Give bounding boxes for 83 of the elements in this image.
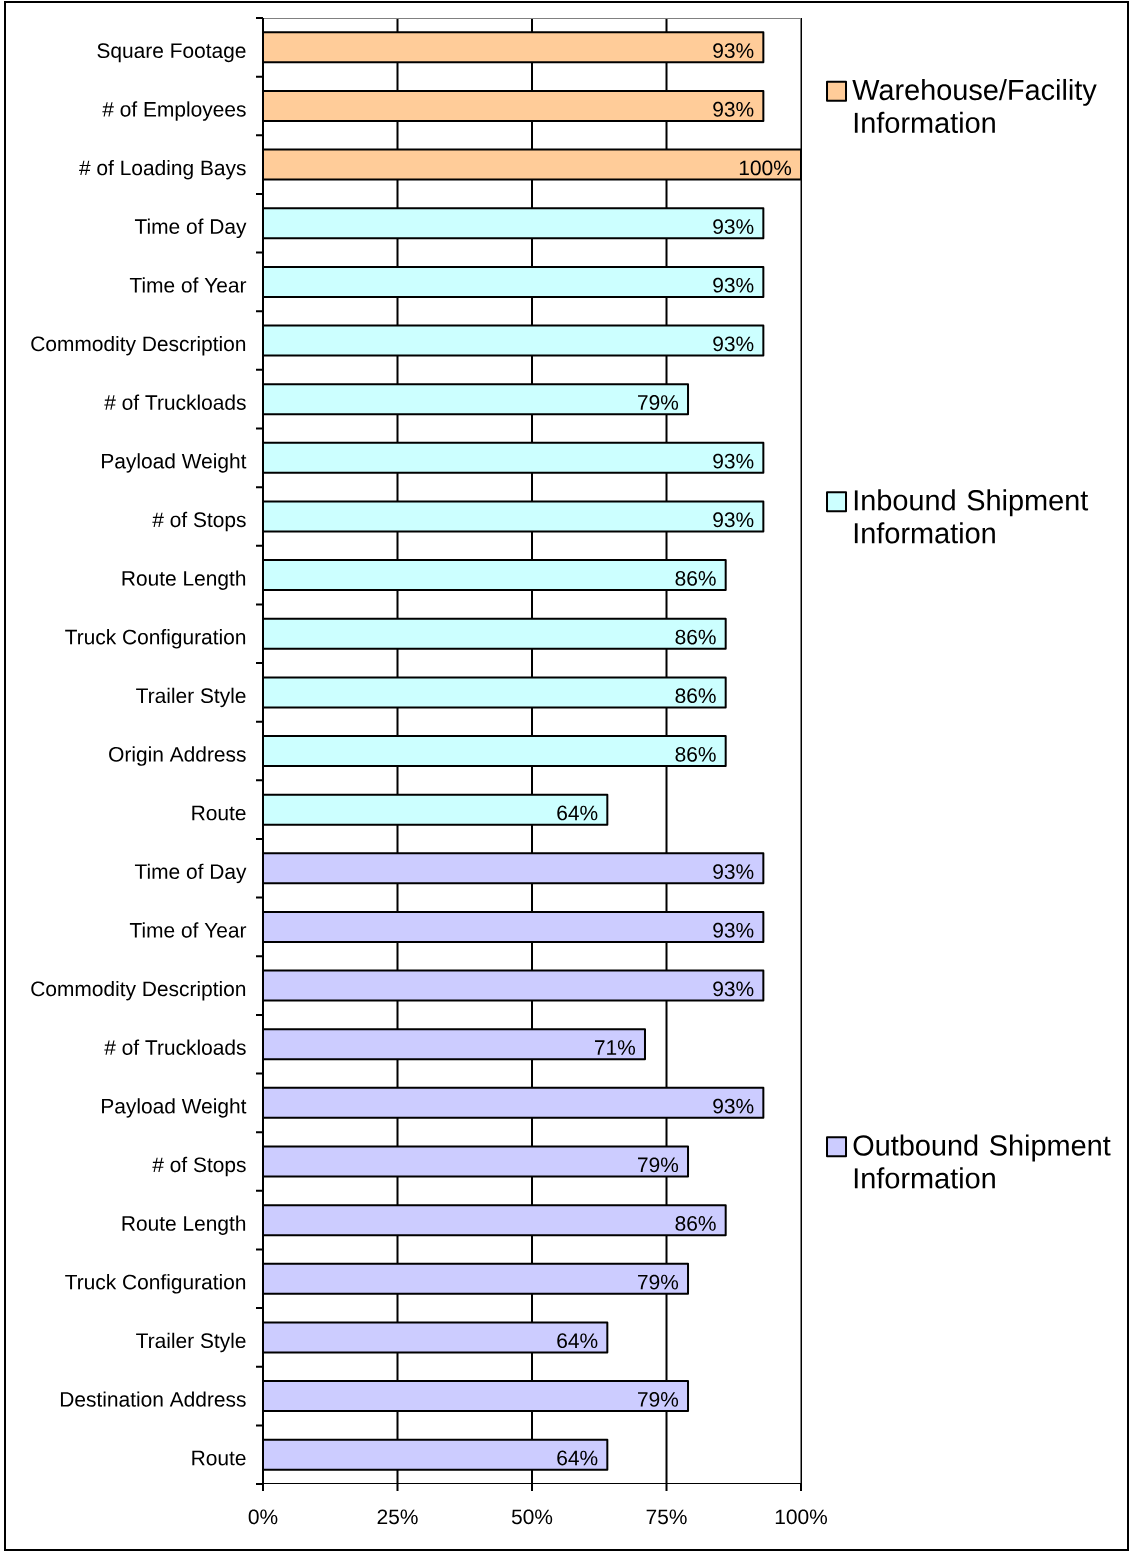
bar bbox=[263, 31, 765, 64]
bar bbox=[263, 1204, 727, 1237]
bar bbox=[263, 852, 765, 885]
y-tick-label: Route Length bbox=[122, 1215, 246, 1235]
data-label: 93% bbox=[713, 922, 754, 938]
bar bbox=[263, 617, 727, 650]
bar bbox=[263, 969, 765, 1002]
bar bbox=[263, 793, 609, 826]
legend-label: Warehouse/Facility Information bbox=[852, 78, 1097, 134]
y-tick-label: Time of Year bbox=[129, 277, 247, 293]
data-label: 86% bbox=[675, 629, 716, 645]
bar bbox=[263, 148, 802, 181]
data-label: 93% bbox=[713, 512, 754, 528]
data-label: 71% bbox=[594, 1040, 636, 1055]
bar bbox=[263, 559, 727, 592]
y-tick-label: Route Length bbox=[122, 570, 246, 590]
y-tick-label: Time of Year bbox=[129, 922, 247, 938]
y-tick-label: # of Stops bbox=[152, 511, 246, 532]
x-tick-label: 25% bbox=[377, 1509, 418, 1525]
data-label: 93% bbox=[713, 453, 754, 469]
y-tick-label: # of Truckloads bbox=[104, 394, 246, 410]
bar bbox=[263, 1086, 765, 1119]
bar bbox=[263, 324, 765, 357]
data-label: 93% bbox=[713, 43, 754, 59]
bar bbox=[263, 1380, 690, 1413]
data-label: 93% bbox=[713, 219, 754, 234]
data-label: 86% bbox=[675, 746, 716, 762]
y-tick-label: Truck Configuration bbox=[65, 1274, 246, 1294]
data-label: 93% bbox=[713, 277, 754, 293]
data-label: 79% bbox=[638, 1391, 679, 1407]
data-label: 86% bbox=[675, 688, 716, 704]
data-label: 86% bbox=[675, 570, 716, 586]
x-tick-label: 100% bbox=[775, 1509, 828, 1525]
y-tick-label: Route bbox=[192, 1450, 246, 1466]
data-label: 79% bbox=[638, 1157, 679, 1173]
y-tick-label: Trailer Style bbox=[136, 687, 246, 708]
legend-label: Outbound Shipment Information bbox=[853, 1134, 1111, 1189]
y-tick-label: Commodity Description bbox=[31, 335, 246, 356]
data-label: 93% bbox=[713, 1098, 754, 1114]
y-tick-label: # of Loading Bays bbox=[79, 159, 246, 180]
y-tick-label: Payload Weight bbox=[102, 453, 247, 473]
y-tick-label: Time of Day bbox=[134, 863, 247, 884]
y-tick-label: Destination Address bbox=[60, 1391, 246, 1407]
bar bbox=[263, 1321, 609, 1354]
data-label: 79% bbox=[638, 1274, 679, 1290]
bar bbox=[263, 441, 765, 474]
bar bbox=[263, 383, 690, 416]
y-tick-label: Route bbox=[192, 805, 246, 821]
y-tick-label: Square Footage bbox=[97, 43, 246, 63]
y-tick-label: Origin Address bbox=[109, 746, 246, 766]
data-label: 79% bbox=[638, 395, 679, 410]
data-label: 86% bbox=[675, 1216, 716, 1231]
x-tick-label: 50% bbox=[511, 1509, 553, 1525]
bar bbox=[263, 500, 765, 533]
y-tick-label: Time of Day bbox=[134, 218, 247, 239]
y-tick-label: # of Truckloads bbox=[104, 1039, 246, 1055]
y-tick-label: Commodity Description bbox=[31, 980, 246, 1001]
y-tick-label: Payload Weight bbox=[102, 1098, 247, 1118]
data-label: 100% bbox=[739, 160, 792, 176]
bar bbox=[263, 1438, 609, 1471]
bar bbox=[263, 207, 765, 240]
data-label: 64% bbox=[557, 1450, 598, 1466]
x-tick-label: 75% bbox=[646, 1509, 687, 1525]
data-label: 93% bbox=[713, 864, 754, 879]
y-tick-label: Truck Configuration bbox=[65, 629, 246, 649]
legend-label: Inbound Shipment Information bbox=[854, 489, 1089, 544]
data-label: 64% bbox=[557, 805, 598, 821]
y-tick-label: Trailer Style bbox=[136, 1332, 246, 1353]
data-label: 93% bbox=[713, 336, 754, 352]
data-label: 93% bbox=[713, 101, 754, 117]
bar bbox=[263, 910, 765, 943]
bar bbox=[263, 676, 727, 709]
bar bbox=[263, 265, 765, 298]
bar bbox=[263, 89, 765, 122]
bar bbox=[263, 1145, 690, 1178]
x-tick-label: 0% bbox=[248, 1509, 278, 1525]
y-tick-label: # of Employees bbox=[102, 101, 246, 121]
bar bbox=[263, 1262, 690, 1295]
data-label: 93% bbox=[713, 981, 754, 997]
bar bbox=[263, 1028, 646, 1061]
data-label: 64% bbox=[557, 1333, 598, 1349]
y-tick-label: # of Stops bbox=[152, 1156, 246, 1177]
bar bbox=[263, 735, 727, 768]
